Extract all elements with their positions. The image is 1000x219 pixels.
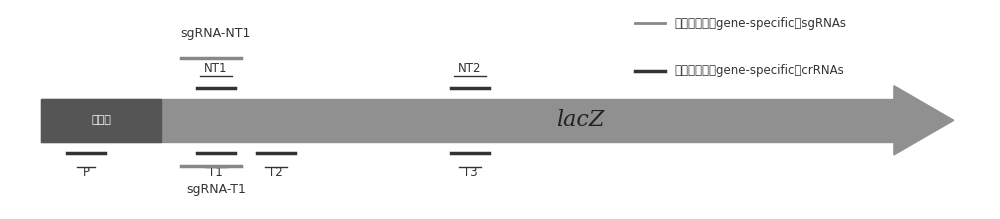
Text: 基因特异性（gene-specific）crRNAs: 基因特异性（gene-specific）crRNAs xyxy=(675,64,844,77)
Text: NT1: NT1 xyxy=(204,62,228,75)
Text: T1: T1 xyxy=(208,166,223,179)
Text: 基因特异性（gene-specific）sgRNAs: 基因特异性（gene-specific）sgRNAs xyxy=(675,16,847,30)
Text: T3: T3 xyxy=(463,166,477,179)
Polygon shape xyxy=(894,86,954,155)
Text: lacZ: lacZ xyxy=(556,109,604,131)
Bar xyxy=(41,99,894,142)
Text: NT2: NT2 xyxy=(458,62,482,75)
Text: 启动子: 启动子 xyxy=(91,115,111,125)
Text: P: P xyxy=(83,166,90,179)
Text: T2: T2 xyxy=(268,166,283,179)
Text: sgRNA-T1: sgRNA-T1 xyxy=(186,183,246,196)
Text: sgRNA-NT1: sgRNA-NT1 xyxy=(181,27,251,40)
Bar xyxy=(41,99,161,142)
